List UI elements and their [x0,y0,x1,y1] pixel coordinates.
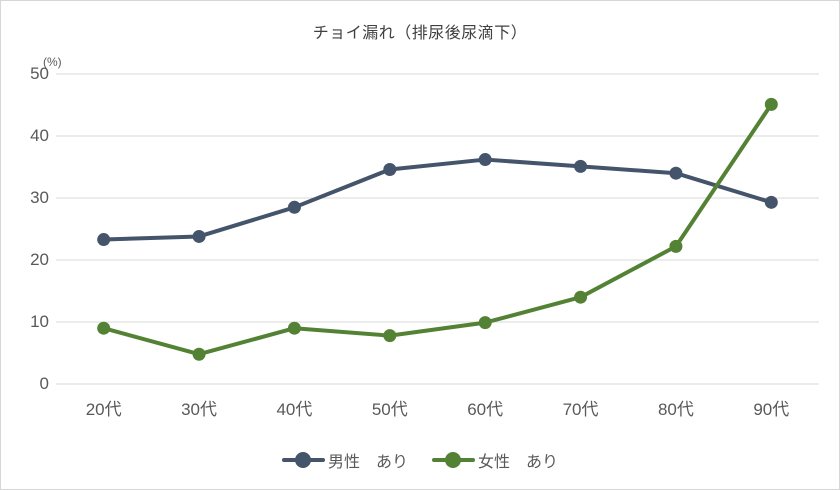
x-axis-tick-label: 80代 [657,400,694,419]
x-axis-tick-label: 60代 [467,400,504,419]
data-point-series1-60代 [478,316,492,330]
x-axis-tick-label: 40代 [276,400,313,419]
x-axis-tick-label: 50代 [371,400,408,419]
legend: 男性 あり 女性 あり [1,448,839,472]
data-point-series0-40代 [287,200,301,214]
x-axis-tick-label: 90代 [753,400,790,419]
data-point-series1-20代 [97,321,111,335]
y-axis-tick-label: 10 [30,312,49,331]
legend-item-female: 女性 あり [432,448,558,472]
x-axis-tick-label: 30代 [181,400,218,419]
data-point-series0-50代 [383,162,397,176]
x-axis-tick-label: 70代 [562,400,599,419]
legend-label-female: 女性 あり [478,454,559,471]
data-point-series0-30代 [192,229,206,243]
data-point-series0-70代 [574,159,588,173]
data-point-series1-50代 [383,329,397,343]
y-axis-tick-label: 30 [30,188,49,207]
data-point-series1-90代 [764,97,778,111]
legend-label-male: 男性 あり [327,454,408,471]
y-axis-tick-label: 20 [30,250,49,269]
data-point-series1-70代 [574,290,588,304]
male-series-marker-icon [281,452,325,468]
series-line-0 [101,157,774,242]
female-series-marker-icon [432,452,475,468]
data-point-series1-40代 [287,321,301,335]
y-axis-unit-label: (%) [43,55,62,69]
data-point-series0-80代 [669,166,683,180]
data-point-series0-90代 [764,195,778,209]
data-point-series0-20代 [97,233,111,247]
y-axis-tick-label: 40 [30,126,49,145]
data-point-series1-30代 [192,347,206,361]
data-point-series0-60代 [478,153,492,167]
legend-item-male: 男性 あり [281,448,408,472]
x-axis-tick-label: 20代 [85,400,122,419]
y-axis-tick-label: 0 [39,374,49,393]
y-axis-tick-label: 50 [30,64,49,83]
data-point-series1-80代 [669,239,683,253]
chart-title: チョイ漏れ（排尿後尿滴下） [312,25,528,42]
series-line-1 [101,102,774,357]
